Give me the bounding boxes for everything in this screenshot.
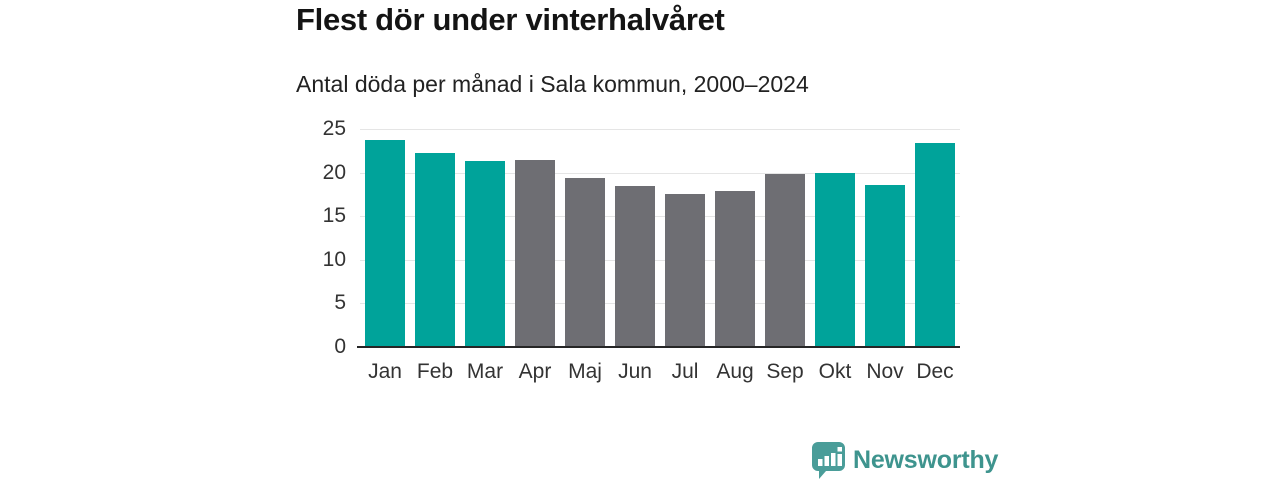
bar-mar [465, 161, 505, 347]
x-tick-label-apr: Apr [518, 360, 552, 383]
x-tick-label-jul: Jul [671, 360, 699, 383]
y-tick-label-15: 15 [322, 204, 346, 228]
bar-jan [365, 140, 405, 347]
bar-dec [915, 142, 955, 347]
bar-maj [565, 177, 605, 347]
bar-nov [865, 184, 905, 347]
x-tick-label-feb: Feb [416, 360, 454, 383]
y-tick-label-5: 5 [334, 291, 346, 315]
x-tick-label-aug: Aug [716, 360, 754, 383]
x-tick-label-dec: Dec [916, 360, 954, 383]
x-axis: Jan Feb Mar Apr Maj Jun Jul Aug Sep Okt Nov Dec [360, 357, 960, 387]
x-tick-label-okt: Okt [818, 360, 852, 383]
bar-okt [815, 173, 855, 347]
newsworthy-logo[interactable]: Newsworthy [811, 441, 998, 479]
newsworthy-bar-chart-bubble-icon [811, 441, 846, 479]
x-tick-label-nov: Nov [866, 360, 904, 383]
x-tick-label-sep: Sep [766, 360, 804, 383]
gridline-5 [360, 303, 960, 305]
x-tick-label-mar: Mar [466, 360, 504, 383]
y-tick-label-0: 0 [334, 335, 346, 358]
x-tick-label-jun: Jun [618, 360, 652, 383]
gridline-15 [360, 216, 960, 218]
bar-apr [515, 160, 555, 347]
bar-feb [415, 152, 455, 347]
bar-jul [665, 193, 705, 347]
gridline-25 [360, 129, 960, 130]
x-axis-line [357, 346, 960, 348]
chart-title: Flest dör under vinterhalvåret [296, 2, 725, 37]
newsworthy-wordmark: Newsworthy [853, 445, 999, 474]
bar-aug [715, 190, 755, 347]
bar-sep [765, 174, 805, 347]
x-tick-label-jan: Jan [368, 360, 402, 383]
y-axis: 0 5 10 15 20 25 [290, 117, 346, 358]
chart-subtitle: Antal döda per månad i Sala kommun, 2000… [296, 71, 809, 97]
gridline-20 [360, 172, 960, 174]
x-tick-label-maj: Maj [568, 360, 602, 383]
y-tick-label-10: 10 [322, 247, 346, 271]
plot-area [360, 129, 960, 347]
gridline-10 [360, 259, 960, 261]
bar-jun [615, 185, 655, 347]
y-tick-label-25: 25 [322, 117, 346, 140]
y-tick-label-20: 20 [322, 160, 346, 184]
